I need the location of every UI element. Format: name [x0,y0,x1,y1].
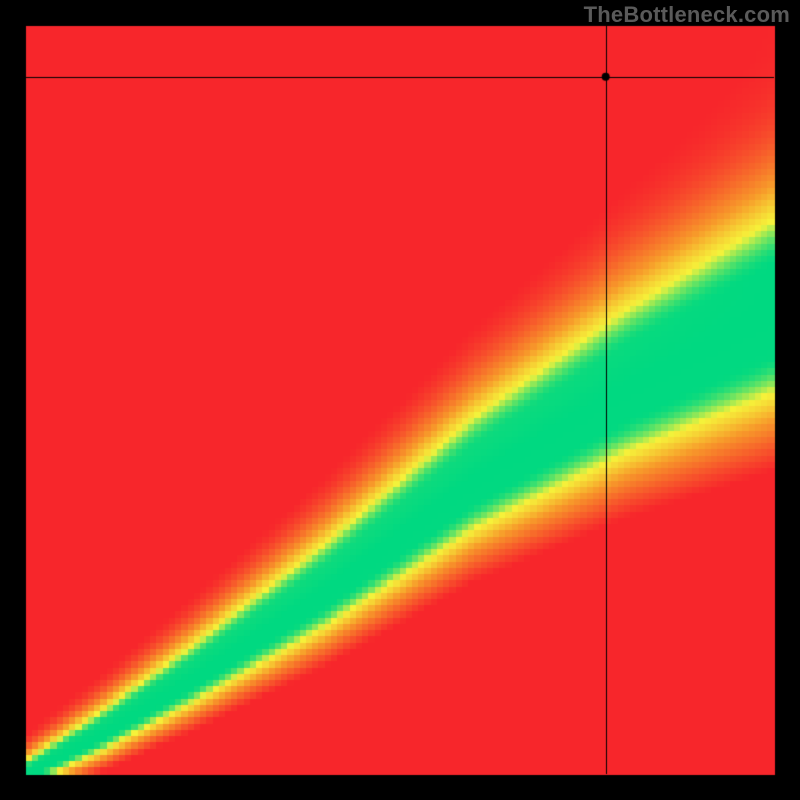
heatmap-canvas [0,0,800,800]
root: TheBottleneck.com [0,0,800,800]
heatmap-chart [0,0,800,800]
attribution-text: TheBottleneck.com [584,2,790,28]
